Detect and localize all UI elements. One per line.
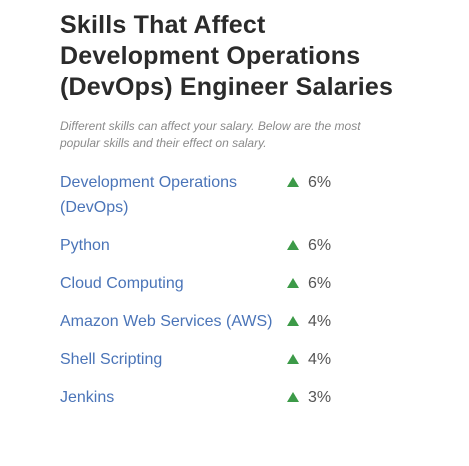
skill-link[interactable]: Python [60, 237, 110, 254]
skill-effect: 6% [287, 170, 331, 195]
skill-effect-value: 6% [308, 237, 332, 254]
skill-link[interactable]: Cloud Computing [60, 275, 184, 292]
skill-effect: 3% [287, 385, 331, 410]
title-line-1: Skills That Affect [60, 11, 266, 39]
skill-effect: 6% [287, 271, 331, 296]
arrow-up-icon [287, 353, 299, 364]
skill-row: Jenkins 3% [60, 385, 449, 410]
skill-link[interactable]: Development Operations (DevOps) [60, 174, 237, 216]
title-line-2: Development Operations [60, 42, 361, 70]
title-line-3: (DevOps) Engineer Salaries [60, 73, 394, 101]
skill-row: Development Operations (DevOps) 6% [60, 170, 449, 220]
section-subtitle: Different skills can affect your salary.… [60, 119, 361, 150]
skill-row: Python 6% [60, 233, 449, 258]
skill-effect-value: 3% [308, 389, 332, 406]
arrow-up-icon [287, 239, 299, 250]
skill-effect: 4% [287, 347, 331, 372]
skill-row: Shell Scripting 4% [60, 347, 449, 372]
skill-link[interactable]: Jenkins [60, 389, 115, 406]
skill-row: Cloud Computing 6% [60, 271, 449, 296]
skill-link[interactable]: Shell Scripting [60, 351, 163, 368]
skill-effect-value: 6% [308, 275, 332, 292]
arrow-up-icon [287, 176, 299, 187]
arrow-up-icon [287, 391, 299, 402]
arrow-up-icon [287, 315, 299, 326]
skill-effect-value: 4% [308, 313, 332, 330]
arrow-up-icon [287, 277, 299, 288]
skill-link[interactable]: Amazon Web Services (AWS) [60, 313, 273, 330]
skill-effect-value: 6% [308, 174, 332, 191]
skills-list: Development Operations (DevOps) 6% Pytho… [60, 170, 449, 410]
section-title: Skills That Affect Development Operation… [60, 10, 449, 103]
skill-effect: 4% [287, 309, 331, 334]
skill-effect-value: 4% [308, 351, 332, 368]
skill-effect: 6% [287, 233, 331, 258]
skill-row: Amazon Web Services (AWS) 4% [60, 309, 449, 334]
